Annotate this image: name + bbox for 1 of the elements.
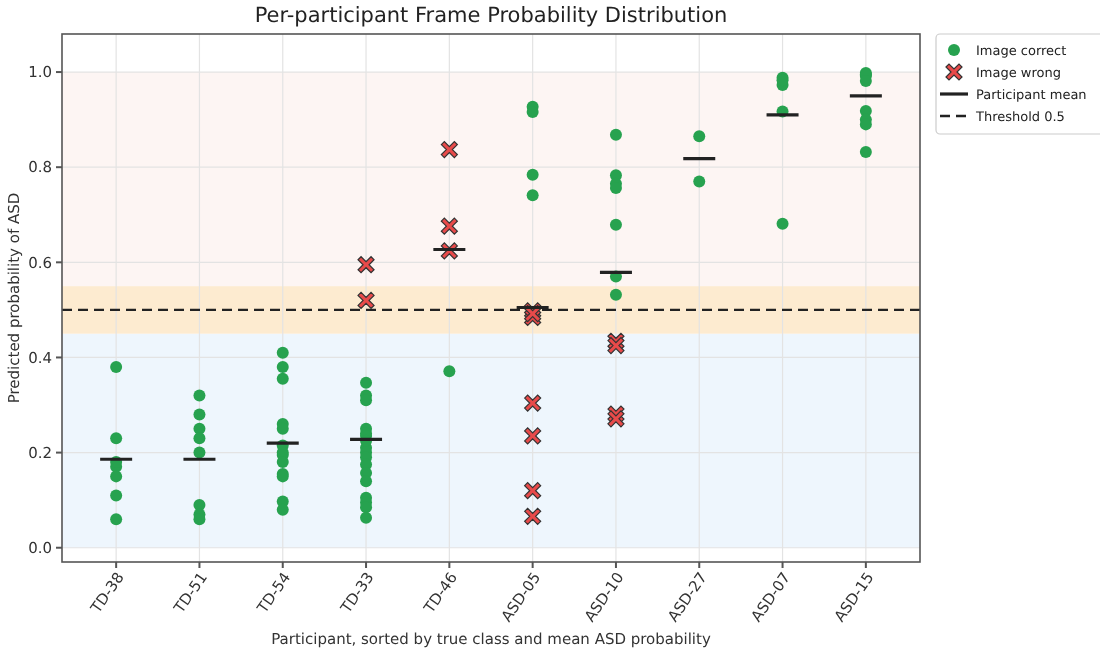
chart-title: Per-participant Frame Probability Distribution xyxy=(254,4,728,28)
